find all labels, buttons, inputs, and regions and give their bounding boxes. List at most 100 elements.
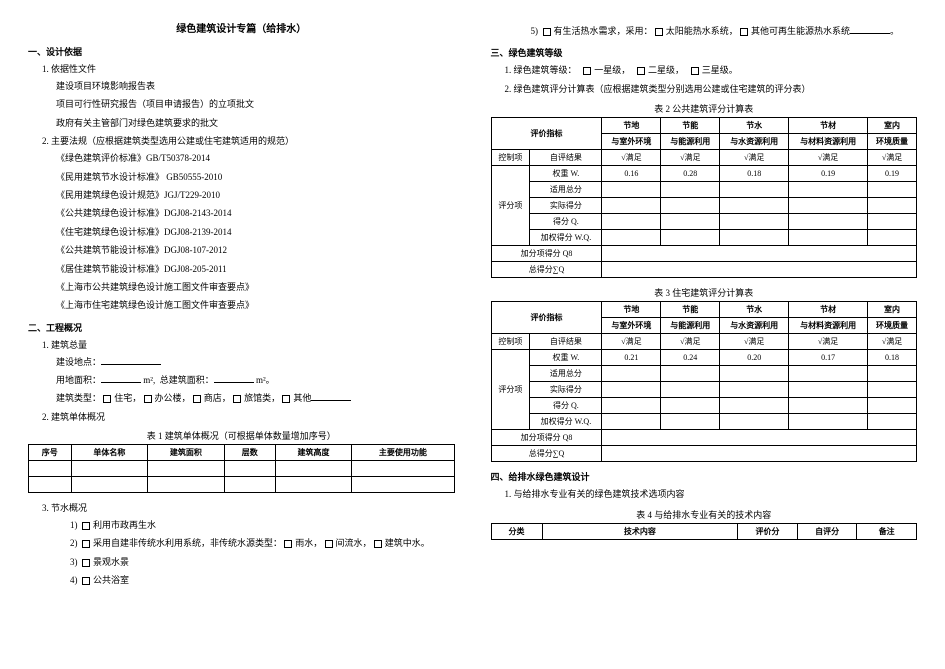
regulation-item: 《住宅建筑绿色设计标准》DGJ08-2139-2014 [56,225,455,239]
th: 与材料资源利用 [789,134,868,150]
list-item: 1) 利用市政再生水 [70,518,455,532]
section-3-title: 三、绿色建筑等级 [491,46,918,59]
section-4-title: 四、给排水绿色建筑设计 [491,470,918,483]
doc-item: 政府有关主管部门对绿色建筑要求的批文 [56,116,455,130]
checkbox[interactable] [233,395,241,403]
table-3: 评价指标 节地节能节水节材室内 与室外环境与能源利用与水资源利用与材料资源利用环… [491,301,918,462]
area-label: 用地面积： [56,375,101,385]
section-1-2: 2. 主要法规（应根据建筑类型选用公建或住宅建筑适用的规范） [42,134,455,147]
th: 节地 [602,302,661,318]
checkbox[interactable] [325,540,333,548]
checkbox[interactable] [103,395,111,403]
table2-caption: 表 2 公共建筑评分计算表 [491,102,918,115]
checkbox[interactable] [543,28,551,36]
td: 加权得分 W.Q. [530,230,602,246]
checkbox[interactable] [82,540,90,548]
checkbox[interactable] [655,28,663,36]
checkbox[interactable] [82,577,90,585]
list-item: 3) 景观水景 [70,555,455,569]
th: 节能 [661,118,720,134]
checkbox[interactable] [740,28,748,36]
td: √满足 [661,334,720,350]
th: 评价指标 [491,118,602,150]
td: 自评结果 [530,150,602,166]
checkbox[interactable] [691,67,699,75]
td: 0.20 [720,350,789,366]
location-label: 建设地点： [56,357,101,367]
td: 0.19 [868,166,917,182]
checkbox[interactable] [374,540,382,548]
checkbox[interactable] [583,67,591,75]
table4-caption: 表 4 与给排水专业有关的技术内容 [491,508,918,521]
checkbox[interactable] [637,67,645,75]
section-3-2: 2. 绿色建筑评分计算表（应根据建筑类型分别选用公建或住宅建筑的评分表） [505,82,918,96]
th: 分类 [491,523,542,539]
td: 加权得分 W.Q. [530,414,602,430]
type-label: 建筑类型： [56,393,101,403]
th: 层数 [224,444,275,460]
regulation-item: 《上海市公共建筑绿色设计施工图文件审查要点》 [56,280,455,294]
td: 得分 Q. [530,214,602,230]
regulation-item: 《民用建筑节水设计标准》 GB50555-2010 [56,170,455,184]
total-area-label: 总建筑面积： [160,375,214,385]
table3-caption: 表 3 住宅建筑评分计算表 [491,286,918,299]
th: 与水资源利用 [720,318,789,334]
blank [101,355,161,365]
td: 适用总分 [530,366,602,382]
th: 与材料资源利用 [789,318,868,334]
th: 技术内容 [542,523,738,539]
checkbox[interactable] [193,395,201,403]
td: 控制项 [491,334,530,350]
table1-caption: 表 1 建筑单体概况（可根据单体数量增加序号） [28,429,455,442]
td: 0.28 [661,166,720,182]
regulation-item: 《公共建筑节能设计标准》DGJ08-107-2012 [56,243,455,257]
table-2: 评价指标 节地节能节水节材室内 与室外环境与能源利用与水资源利用与材料资源利用环… [491,117,918,278]
regulation-item: 《居住建筑节能设计标准》DGJ08-205-2011 [56,262,455,276]
grade-line: 1. 绿色建筑等级： 一星级， 二星级， 三星级。 [505,63,918,77]
th: 自评分 [797,523,857,539]
td: 得分 Q. [530,398,602,414]
doc-title: 绿色建筑设计专篇（给排水） [28,20,455,35]
td: √满足 [789,334,868,350]
td: 自评结果 [530,334,602,350]
td: 0.18 [868,350,917,366]
th: 建筑面积 [148,444,225,460]
th: 室内 [868,118,917,134]
td: √满足 [868,150,917,166]
td: 实际得分 [530,382,602,398]
th: 与水资源利用 [720,134,789,150]
building-type-line: 建筑类型： 住宅， 办公楼， 商店， 旅馆类， 其他 [56,391,455,405]
td: 总得分∑Q [491,446,602,462]
right-column: 5) 有生活热水需求，采用： 太阳能热水系统， 其他可再生能源热水系统。 三、绿… [473,20,936,649]
td: √满足 [602,334,661,350]
checkbox[interactable] [284,540,292,548]
checkbox[interactable] [82,559,90,567]
list-item: 5) 有生活热水需求，采用： 太阳能热水系统， 其他可再生能源热水系统。 [531,24,918,38]
td: 权重 W. [530,166,602,182]
td: 评分项 [491,166,530,246]
th: 评价指标 [491,302,602,334]
th: 节材 [789,118,868,134]
td: √满足 [789,150,868,166]
td: 实际得分 [530,198,602,214]
blank [311,391,351,401]
blank [214,373,254,383]
th: 室内 [868,302,917,318]
checkbox[interactable] [144,395,152,403]
th: 序号 [29,444,72,460]
th: 节能 [661,302,720,318]
th: 节水 [720,302,789,318]
td: 控制项 [491,150,530,166]
checkbox[interactable] [282,395,290,403]
th: 与室外环境 [602,318,661,334]
th: 主要使用功能 [352,444,454,460]
td: 适用总分 [530,182,602,198]
checkbox[interactable] [82,522,90,530]
td: √满足 [868,334,917,350]
th: 备注 [857,523,917,539]
td: √满足 [602,150,661,166]
blank [101,373,141,383]
section-2-title: 二、工程概况 [28,321,455,334]
section-2-2: 2. 建筑单体概况 [42,410,455,423]
th: 与室外环境 [602,134,661,150]
